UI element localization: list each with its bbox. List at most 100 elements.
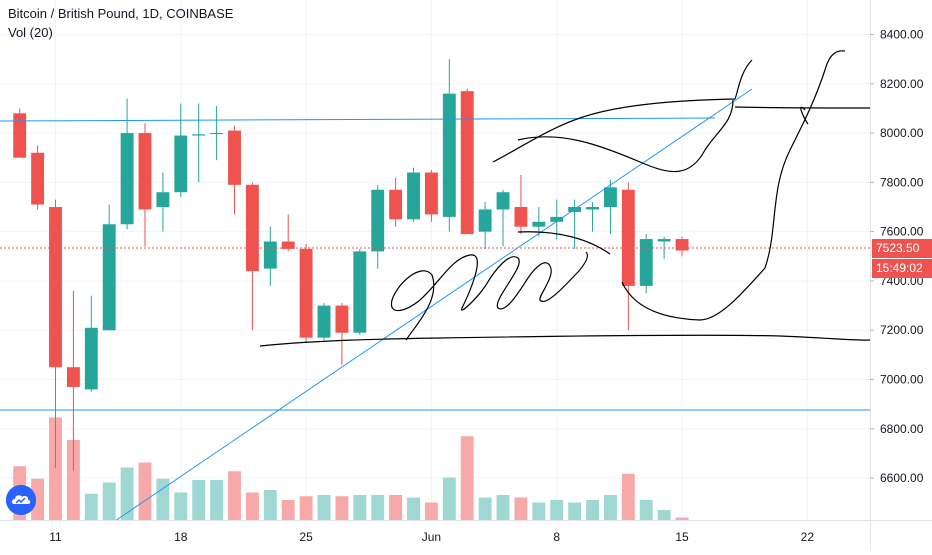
candle[interactable]: [621, 182, 635, 331]
candle[interactable]: [299, 243, 313, 343]
horizontal-line-upper[interactable]: [0, 117, 716, 122]
volume-bar: [102, 482, 116, 520]
time-tick-label: Jun: [422, 530, 441, 544]
volume-bar: [174, 492, 188, 520]
candle-body: [603, 187, 617, 208]
candle[interactable]: [424, 170, 438, 222]
candle-body: [389, 189, 403, 220]
candle[interactable]: [514, 174, 528, 235]
volume-bar: [210, 480, 224, 520]
candle-body: [460, 91, 474, 235]
candle[interactable]: [407, 167, 420, 222]
candle[interactable]: [156, 172, 170, 232]
candle-body: [424, 172, 438, 215]
candle[interactable]: [102, 204, 116, 331]
candle[interactable]: [353, 248, 367, 336]
candle[interactable]: [550, 199, 564, 240]
volume-bar: [478, 497, 492, 520]
candle[interactable]: [460, 88, 474, 235]
candle[interactable]: [192, 103, 206, 183]
volume-bar: [532, 502, 546, 520]
candle-body: [371, 189, 385, 252]
candle[interactable]: [138, 123, 152, 247]
brush-forecast-tail[interactable]: [800, 106, 809, 125]
candle[interactable]: [31, 145, 45, 210]
brush-scribble[interactable]: [390, 251, 589, 341]
volume-bar: [263, 490, 277, 520]
time-tick-label: 18: [174, 530, 188, 544]
candle[interactable]: [586, 202, 599, 232]
candle[interactable]: [66, 290, 80, 471]
price-tick-label: 7200.00: [880, 323, 924, 337]
volume-bar: [245, 492, 259, 520]
time-tick-label: 25: [299, 530, 313, 544]
bar-countdown-label: 15:49:02: [872, 259, 932, 278]
candle[interactable]: [263, 226, 277, 286]
time-tick-label: 11: [49, 530, 62, 544]
volume-bars: [13, 417, 689, 520]
volume-bar: [192, 480, 206, 520]
candle-body: [317, 305, 331, 338]
volume-bar: [156, 478, 170, 520]
candle[interactable]: [84, 295, 98, 392]
candle[interactable]: [281, 214, 295, 252]
candle-body: [407, 172, 420, 220]
candle-body: [532, 221, 546, 227]
candle[interactable]: [174, 103, 188, 198]
brush-support-line[interactable]: [259, 334, 871, 347]
trend-line[interactable]: [114, 88, 753, 522]
candle[interactable]: [478, 202, 492, 249]
candles[interactable]: [13, 59, 689, 471]
brush-resistance-line[interactable]: [734, 106, 871, 109]
candle-body: [281, 241, 295, 249]
brush-upper-curve[interactable]: [492, 59, 753, 163]
candle[interactable]: [335, 303, 349, 365]
tradingview-cloud-icon[interactable]: [6, 485, 36, 515]
volume-bar: [496, 495, 510, 520]
candle[interactable]: [317, 303, 331, 341]
volume-bar: [317, 495, 331, 520]
candle[interactable]: [228, 125, 241, 215]
volume-bar: [675, 517, 689, 520]
time-axis[interactable]: 11 18 25 Jun 8 15 22: [0, 520, 932, 545]
candle-body: [192, 134, 206, 136]
candle-body: [478, 209, 492, 232]
brush-channel-line[interactable]: [517, 231, 611, 255]
price-tick-label: 6600.00: [880, 471, 924, 485]
volume-bar: [424, 502, 438, 520]
candle[interactable]: [245, 182, 259, 331]
candle-body: [13, 113, 27, 158]
candle[interactable]: [210, 105, 224, 161]
candle[interactable]: [675, 236, 689, 257]
candle[interactable]: [389, 177, 403, 227]
candle[interactable]: [442, 59, 456, 232]
price-tick-label: 6800.00: [880, 422, 924, 436]
candle-body: [228, 130, 241, 185]
candle[interactable]: [371, 184, 385, 269]
drawings[interactable]: [0, 50, 871, 522]
time-tick-label: 8: [553, 530, 560, 544]
price-tick-label: 7000.00: [880, 373, 924, 387]
brush-inner-curve[interactable]: [517, 99, 734, 173]
candle[interactable]: [49, 199, 62, 469]
volume-bar: [568, 502, 582, 520]
volume-bar: [228, 471, 241, 520]
candle[interactable]: [496, 189, 510, 247]
candle-body: [102, 224, 116, 331]
candle-body: [263, 241, 277, 269]
candle-body: [120, 133, 134, 225]
volume-bar: [281, 500, 295, 520]
candle-body: [550, 216, 564, 222]
candle[interactable]: [568, 199, 582, 249]
brush-forecast-curve[interactable]: [621, 50, 846, 321]
time-tick-label: 15: [675, 530, 689, 544]
candle[interactable]: [603, 179, 617, 235]
candle[interactable]: [639, 234, 653, 294]
volume-bar: [603, 495, 617, 520]
candle[interactable]: [13, 108, 27, 158]
candle-body: [675, 239, 689, 251]
candle[interactable]: [120, 98, 134, 230]
volume-bar: [335, 496, 349, 520]
